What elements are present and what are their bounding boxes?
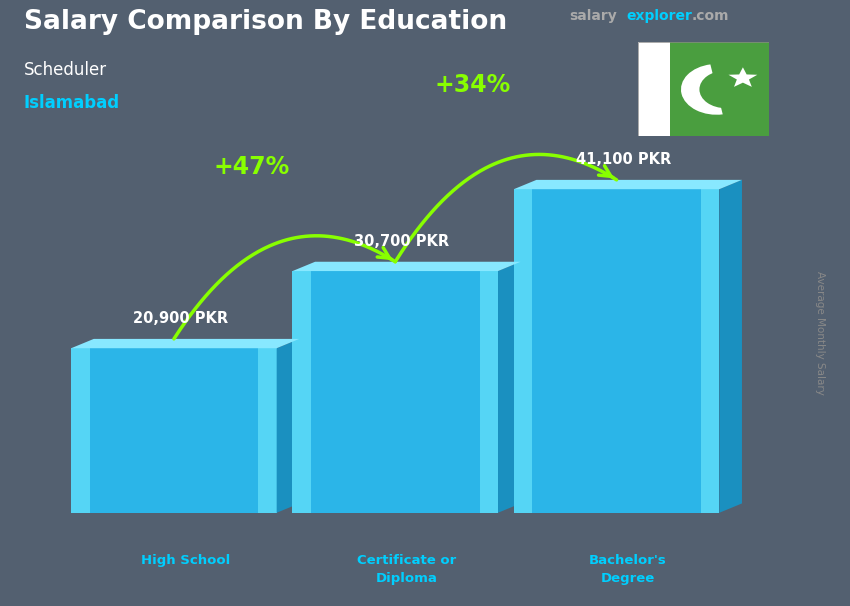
Text: explorer: explorer	[626, 9, 693, 23]
Text: Scheduler: Scheduler	[24, 61, 107, 79]
Text: Certificate or
Diploma: Certificate or Diploma	[357, 554, 456, 585]
Polygon shape	[292, 271, 311, 513]
Text: .com: .com	[692, 9, 729, 23]
Wedge shape	[681, 64, 722, 115]
Polygon shape	[479, 271, 498, 513]
Polygon shape	[513, 180, 742, 189]
Polygon shape	[728, 67, 757, 87]
Polygon shape	[71, 348, 89, 513]
Polygon shape	[89, 348, 258, 513]
Polygon shape	[71, 339, 299, 348]
Polygon shape	[258, 348, 276, 513]
Text: +47%: +47%	[213, 155, 290, 179]
Polygon shape	[513, 189, 532, 513]
Text: Islamabad: Islamabad	[24, 94, 120, 112]
Polygon shape	[311, 271, 479, 513]
Polygon shape	[638, 42, 671, 136]
Text: 20,900 PKR: 20,900 PKR	[133, 311, 229, 326]
Text: +34%: +34%	[434, 73, 511, 97]
Text: 41,100 PKR: 41,100 PKR	[575, 152, 671, 167]
Polygon shape	[671, 42, 769, 136]
Polygon shape	[532, 189, 701, 513]
Polygon shape	[292, 262, 520, 271]
Text: Average Monthly Salary: Average Monthly Salary	[815, 271, 825, 395]
Text: High School: High School	[140, 554, 230, 567]
Text: salary: salary	[570, 9, 617, 23]
Polygon shape	[719, 180, 742, 513]
Polygon shape	[701, 189, 719, 513]
Polygon shape	[276, 339, 299, 513]
Text: Bachelor's
Degree: Bachelor's Degree	[589, 554, 666, 585]
Circle shape	[700, 70, 752, 108]
Text: Salary Comparison By Education: Salary Comparison By Education	[24, 9, 507, 35]
Text: 30,700 PKR: 30,700 PKR	[354, 234, 450, 249]
Polygon shape	[498, 262, 520, 513]
